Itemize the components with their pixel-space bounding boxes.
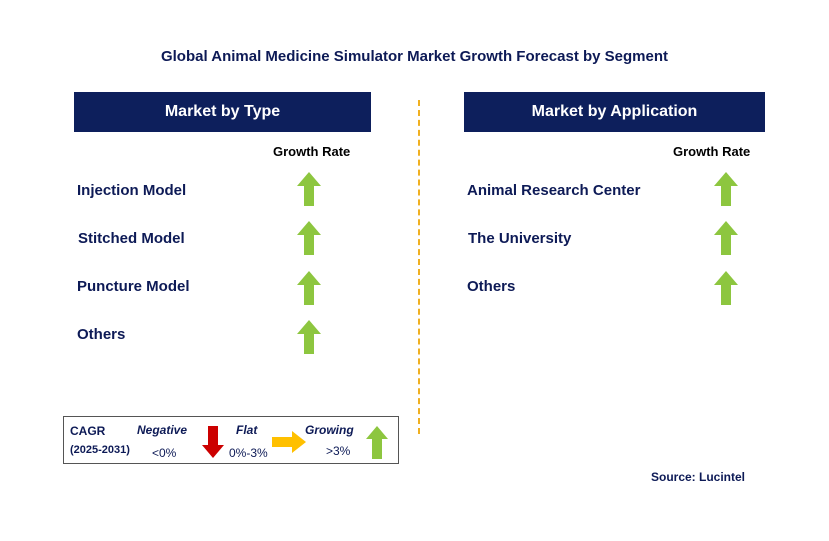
legend-years-label: (2025-2031)	[70, 444, 130, 456]
type-item-label: Injection Model	[77, 182, 187, 199]
legend-negative-range: <0%	[152, 446, 177, 460]
application-item-label: Others	[467, 278, 516, 295]
source-credit: Source: Lucintel	[651, 470, 746, 484]
up-arrow-icon	[714, 271, 738, 305]
up-arrow-icon	[714, 221, 738, 255]
panel-divider	[418, 100, 420, 434]
page-title: Global Animal Medicine Simulator Market …	[160, 48, 669, 65]
application-item-label: The University	[468, 230, 572, 247]
left-growth-rate-label: Growth Rate	[273, 144, 351, 159]
legend-growing-label: Growing	[305, 423, 354, 437]
cagr-legend: CAGR (2025-2031) Negative <0% Flat 0%-3%…	[63, 416, 399, 464]
legend-growing-range: >3%	[326, 444, 351, 458]
legend-flat-range: 0%-3%	[229, 446, 268, 460]
type-item-label: Stitched Model	[78, 230, 185, 247]
application-item-label: Animal Research Center	[467, 182, 641, 199]
down-arrow-icon	[202, 426, 224, 458]
type-item-label: Others	[77, 326, 126, 343]
type-item-label: Puncture Model	[77, 278, 190, 295]
legend-flat-label: Flat	[236, 423, 258, 437]
up-arrow-icon	[297, 271, 321, 305]
market-by-type-header: Market by Type	[74, 92, 371, 132]
legend-negative-label: Negative	[137, 423, 188, 437]
up-arrow-icon	[297, 172, 321, 206]
legend-cagr-label: CAGR	[70, 424, 106, 438]
up-arrow-icon	[297, 320, 321, 354]
market-by-application-header: Market by Application	[464, 92, 765, 132]
right-arrow-icon	[272, 431, 306, 453]
up-arrow-icon	[297, 221, 321, 255]
right-growth-rate-label: Growth Rate	[673, 144, 751, 159]
up-arrow-icon	[714, 172, 738, 206]
up-arrow-icon	[366, 426, 388, 459]
